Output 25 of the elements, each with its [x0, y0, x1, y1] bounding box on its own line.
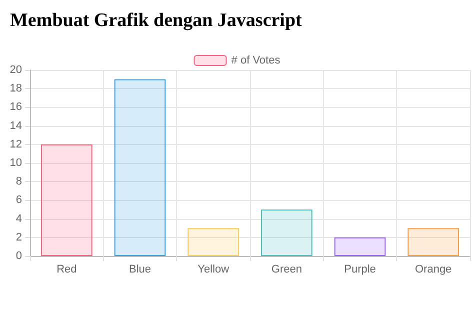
y-tick-label: 20 [10, 64, 22, 76]
legend-label: # of Votes [231, 54, 281, 66]
bar [114, 79, 166, 256]
y-tick-label: 12 [10, 138, 22, 150]
y-tick-label: 0 [16, 250, 22, 262]
chart-title: Membuat Grafik dengan Javascript [10, 10, 303, 31]
bar [261, 210, 312, 256]
bar [334, 237, 386, 256]
y-tick-label: 14 [10, 120, 22, 132]
x-tick-label: Green [271, 264, 302, 276]
x-tick-label: Red [56, 264, 77, 276]
x-tick-label: Purple [344, 264, 376, 276]
bar [188, 228, 239, 256]
y-tick-label: 4 [16, 212, 22, 225]
y-tick-label: 10 [10, 157, 22, 169]
y-tick-label: 6 [16, 194, 22, 206]
y-tick-label: 16 [10, 101, 22, 114]
y-tick-label: 18 [10, 82, 22, 95]
x-tick-label: Orange [414, 264, 452, 276]
bar [408, 228, 459, 256]
bar [41, 144, 92, 256]
x-tick-label: Yellow [198, 264, 230, 276]
y-tick-label: 8 [16, 176, 22, 188]
x-tick-label: Blue [128, 264, 152, 276]
y-tick-label: 2 [16, 231, 22, 244]
